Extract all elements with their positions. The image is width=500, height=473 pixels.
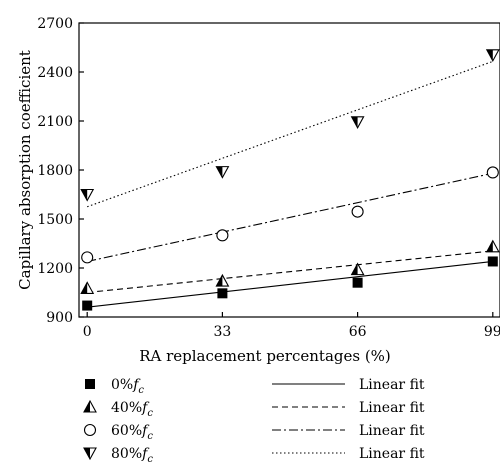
marker-series-3-point-1: [215, 166, 230, 179]
fit-line-series-1: [87, 250, 493, 294]
x-tick-label: 0: [83, 324, 92, 340]
marker-series-1-point-1: [215, 273, 230, 287]
fit-lines: [87, 60, 493, 308]
marker-series-0-point-1: [217, 288, 228, 299]
legend-fit-label-3: Linear fit: [359, 446, 425, 462]
marker-series-0-point-0: [82, 300, 93, 311]
legend-item-2: 60%fc Linear fit: [83, 423, 425, 442]
marker-series-1-point-2: [350, 262, 365, 276]
y-tick-label: 2700: [37, 16, 73, 32]
y-tick-label: 2100: [37, 114, 73, 130]
legend-item-1: 40%fc Linear fit: [83, 399, 425, 419]
y-tick-label: 900: [46, 310, 73, 326]
legend-item-0: 0%fc Linear fit: [85, 377, 425, 396]
fit-line-series-2: [87, 172, 493, 263]
marker-series-1-point-0: [80, 281, 95, 294]
plot-area: [78, 22, 500, 318]
legend-fit-label-0: Linear fit: [359, 377, 425, 393]
plot-border: [78, 22, 500, 318]
x-tick-label: 66: [349, 324, 367, 340]
y-tick-label: 1200: [37, 261, 73, 277]
y-tick-label: 1800: [37, 163, 73, 179]
legend-marker-0: [85, 379, 95, 389]
marker-series-2-point-0: [81, 251, 94, 264]
legend-label-3: 80%fc: [111, 446, 153, 465]
legend-marker-3: [83, 447, 97, 461]
data-markers: [80, 49, 500, 311]
x-tick-label: 33: [213, 324, 231, 340]
x-tick-label: 99: [484, 324, 500, 340]
x-axis-title: RA replacement percentages (%): [139, 347, 391, 365]
legend-fit-label-2: Linear fit: [359, 423, 425, 439]
marker-series-3-point-2: [350, 116, 365, 129]
marker-series-2-point-3: [486, 166, 499, 179]
marker-series-1-point-3: [485, 239, 500, 253]
marker-series-3-point-0: [80, 188, 95, 202]
fit-line-series-0: [87, 260, 493, 308]
legend-item-3: 80%fc Linear fit: [83, 446, 425, 465]
legend-marker-2: [83, 423, 97, 437]
legend: 0%fc Linear fit 40%fc Linear fit 60%fc Linear…: [83, 377, 425, 465]
y-axis-ticks: 900 1200 1500 1800 2100 2400 2700: [37, 16, 84, 326]
y-tick-label: 2400: [37, 65, 73, 81]
legend-marker-1: [83, 399, 97, 413]
marker-series-0-point-3: [487, 256, 498, 267]
legend-fit-label-1: Linear fit: [359, 400, 425, 416]
legend-label-1: 40%fc: [111, 400, 153, 419]
fit-line-series-3: [87, 60, 493, 208]
y-axis-title: Capillary absorption coefficient: [16, 50, 34, 290]
marker-series-2-point-1: [216, 229, 229, 242]
legend-label-2: 60%fc: [111, 423, 153, 442]
marker-series-3-point-3: [485, 49, 500, 62]
x-axis-ticks: 0 33 66 99: [83, 312, 500, 340]
marker-series-2-point-2: [351, 205, 364, 218]
marker-series-0-point-2: [352, 277, 363, 288]
y-tick-label: 1500: [37, 212, 73, 228]
legend-label-0: 0%fc: [111, 377, 144, 396]
